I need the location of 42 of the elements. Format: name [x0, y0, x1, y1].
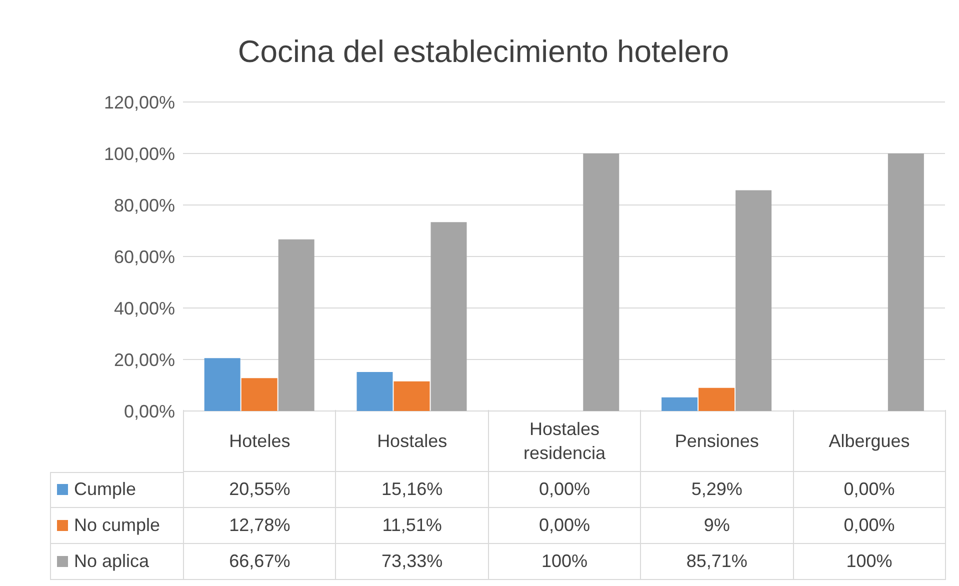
x-tick-label: Hostales	[335, 410, 488, 472]
legend-label: No aplica	[74, 551, 150, 572]
y-tick-label: 40,00%	[114, 298, 175, 318]
bar	[698, 388, 735, 411]
x-tick-label: Hoteles	[183, 410, 336, 472]
y-tick-label: 0,00%	[124, 401, 175, 422]
data-label: 73,33%	[335, 544, 488, 580]
chart-title: Cocina del establecimiento hotelero	[236, 34, 730, 70]
data-label: 20,55%	[183, 472, 336, 508]
data-label: 0,00%	[488, 508, 640, 544]
y-tick-label: 80,00%	[114, 195, 175, 216]
x-tick-label: Albergues	[792, 410, 945, 472]
x-tick-label: Pensiones	[640, 410, 793, 472]
data-label: 100%	[488, 544, 640, 580]
x-tick-label: Hostales residencia	[488, 410, 640, 472]
y-tick-label: 100,00%	[104, 144, 175, 164]
bar	[662, 397, 698, 411]
data-label: 0,00%	[792, 508, 945, 544]
bar	[394, 381, 430, 411]
bar	[430, 222, 467, 411]
data-label: 0,00%	[792, 472, 945, 508]
bar	[204, 358, 240, 411]
data-label: 5,29%	[640, 472, 793, 508]
legend-label: No cumple	[74, 515, 160, 536]
data-label: 0,00%	[488, 472, 640, 508]
bar	[278, 239, 314, 411]
bar	[583, 154, 620, 411]
data-label: 11,51%	[335, 508, 488, 544]
bar	[241, 378, 278, 411]
legend-label: Cumple	[74, 479, 136, 500]
data-label: 66,67%	[183, 544, 336, 580]
bar	[888, 154, 924, 411]
bar	[356, 372, 393, 411]
data-label: 85,71%	[640, 544, 793, 580]
y-tick-label: 20,00%	[114, 350, 175, 370]
bar	[736, 190, 772, 411]
y-tick-label: 60,00%	[114, 246, 175, 267]
data-label: 100%	[792, 544, 945, 580]
data-label: 9%	[640, 508, 793, 544]
data-label: 12,78%	[183, 508, 336, 544]
data-label: 15,16%	[335, 472, 488, 508]
y-tick-label: 120,00%	[104, 92, 175, 112]
